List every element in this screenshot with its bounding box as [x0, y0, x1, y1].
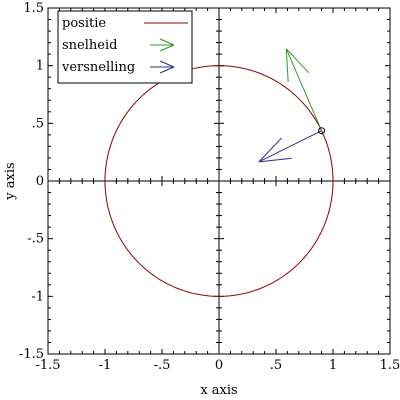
- x-tick-label: -.5: [154, 358, 171, 373]
- series-arrow-versnelling-shaft: [258, 130, 322, 163]
- legend-key-head-right: [159, 44, 175, 52]
- series-arrow-snelheid-head-right: [285, 48, 289, 82]
- y-axis-title: y axis: [3, 162, 18, 200]
- point-marker: [318, 127, 326, 135]
- x-tick-label: 1: [329, 358, 337, 373]
- series-arrow-versnelling-head-left: [258, 137, 282, 163]
- legend: positie snelheid versnelling: [57, 10, 193, 84]
- y-tick-label: 0: [36, 174, 44, 189]
- legend-key-versnelling: [150, 60, 175, 74]
- x-tick-label: -1: [99, 358, 112, 373]
- series-arrow-versnelling: [258, 130, 322, 163]
- legend-key-head-left: [159, 60, 175, 68]
- x-tick-label: .5: [270, 358, 282, 373]
- y-tick-label: 1: [36, 59, 44, 74]
- legend-label-snelheid: snelheid: [62, 38, 117, 53]
- x-tick-label: 0: [215, 358, 223, 373]
- x-tick-label: 1.5: [380, 358, 400, 373]
- series-line-positie: [104, 65, 334, 297]
- series-arrow-versnelling-head-right: [258, 157, 292, 163]
- tick-labels: -1.5 -1 -.5 0.5 1 1.51.51.50-.5-1-1.5: [19, 1, 400, 373]
- x-axis-title: x axis: [200, 383, 237, 398]
- series-arrow-snelheid: [285, 48, 323, 131]
- legend-key-head-right: [159, 66, 175, 74]
- y-tick-label: -1.5: [19, 347, 44, 362]
- series: [104, 48, 334, 297]
- legend-label-versnelling: versnelling: [61, 60, 135, 75]
- legend-key-head-left: [159, 38, 175, 46]
- y-tick-label: 1.5: [23, 1, 44, 16]
- y-tick-label: .5: [32, 116, 44, 131]
- y-tick-label: -1: [31, 289, 44, 304]
- legend-keys: [144, 22, 188, 74]
- legend-key-snelheid: [150, 38, 175, 52]
- series-arrow-snelheid-head-left: [285, 48, 310, 74]
- x-tick-label: -1.5: [35, 358, 60, 373]
- y-tick-label: -.5: [27, 232, 44, 247]
- series-arrow-snelheid-shaft: [285, 48, 323, 131]
- legend-label-positie: positie: [62, 16, 106, 31]
